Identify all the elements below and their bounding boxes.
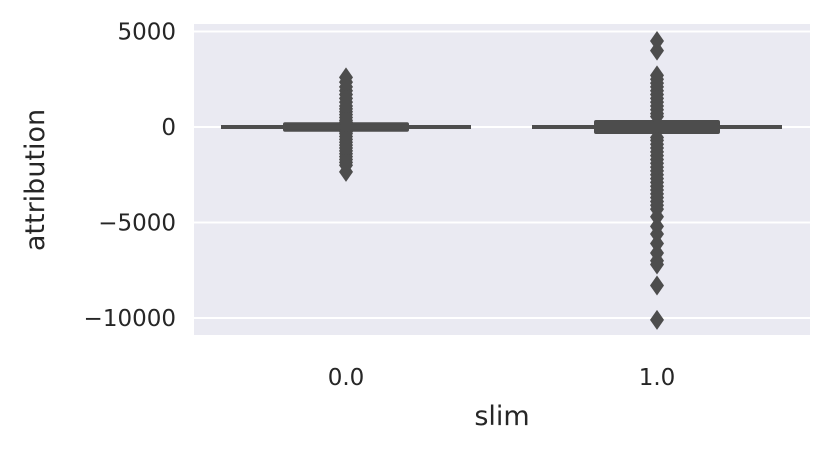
y-axis-label: attribution [20, 109, 51, 251]
outlier-point [650, 275, 664, 296]
y-tick-label: 5000 [117, 20, 176, 46]
x-tick-label: 1.0 [639, 365, 676, 391]
y-tick-labels: 5000 0 −5000 −10000 [84, 20, 176, 333]
x-tick-labels: 0.0 1.0 [328, 365, 676, 391]
y-tick-label: 0 [161, 115, 176, 141]
x-tick-label: 0.0 [328, 365, 365, 391]
outlier-point [650, 309, 664, 330]
outlier-point [650, 40, 664, 61]
box-group-0-0 [221, 67, 471, 182]
y-tick-label: −5000 [98, 211, 176, 237]
x-axis-label: slim [474, 401, 529, 432]
outlier-point [339, 161, 353, 182]
outlier-point [650, 106, 664, 127]
boxes-layer [221, 31, 782, 330]
y-tick-label: −10000 [84, 306, 176, 332]
plot-area [194, 24, 810, 335]
outlier-point [650, 254, 664, 275]
box-group-1-0 [532, 31, 782, 330]
